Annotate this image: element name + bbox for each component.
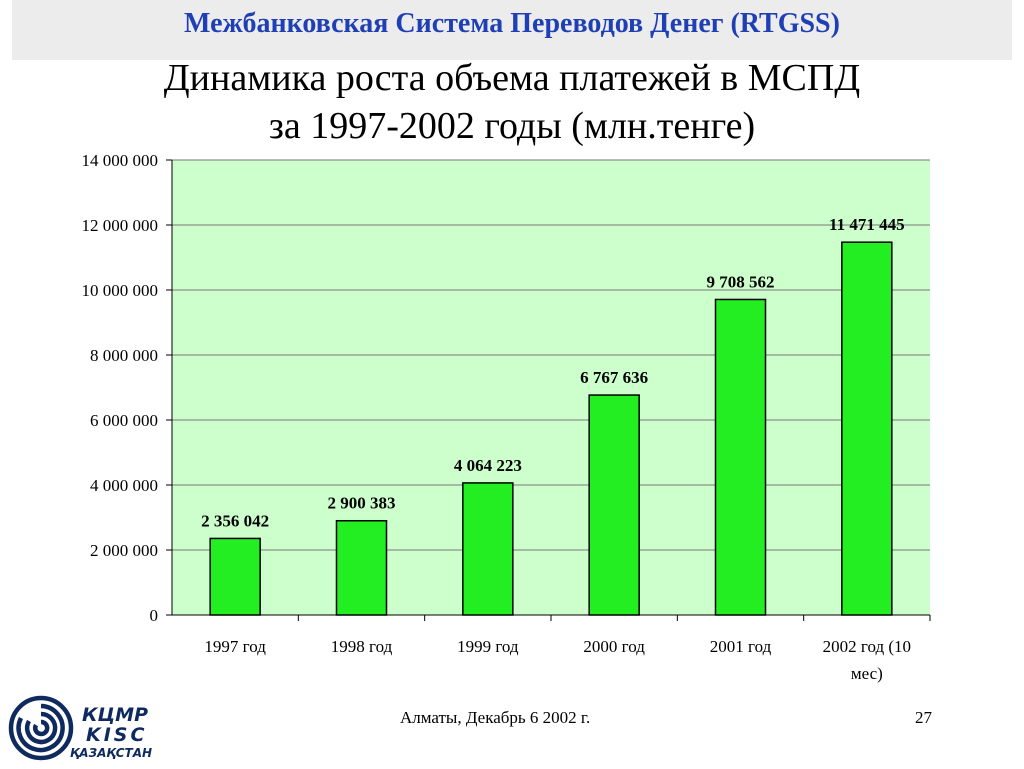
- bar-data-label: 4 064 223: [454, 456, 522, 475]
- y-tick-label: 14 000 000: [82, 151, 159, 170]
- x-tick-label: 2000 год: [583, 637, 645, 656]
- bar: [335, 519, 388, 616]
- spiral-logo-icon: [8, 695, 74, 761]
- y-tick-label: 12 000 000: [82, 216, 159, 235]
- bar: [462, 482, 514, 616]
- logo-text-kazakhstan: ҚАЗАҚСТАН: [70, 746, 153, 760]
- logo-text-kisc: KISC: [86, 724, 148, 746]
- x-tick-label: 2002 год (10: [823, 637, 911, 656]
- slide-title: Динамика роста объема платежей в МСПД за…: [0, 54, 1024, 150]
- plot-area: [172, 160, 930, 615]
- y-tick-label: 0: [150, 606, 159, 625]
- slide-title-line1: Динамика роста объема платежей в МСПД: [163, 57, 861, 99]
- y-tick-label: 6 000 000: [90, 411, 158, 430]
- bar-data-label: 11 471 445: [829, 215, 905, 234]
- x-tick-label: 2001 год: [710, 637, 772, 656]
- bar: [841, 241, 893, 616]
- slide-title-line2: за 1997-2002 годы (млн.тенге): [268, 105, 756, 147]
- x-tick-label: мес): [851, 664, 883, 683]
- y-tick-label: 2 000 000: [90, 541, 158, 560]
- bar-chart: 0 2 000 000 4 000 000 6 000 000 8 000 000 10 …: [82, 151, 931, 683]
- bar-data-label: 2 900 383: [328, 494, 396, 513]
- x-tick-label: 1997 год: [204, 637, 266, 656]
- bar-data-label: 6 767 636: [580, 368, 648, 387]
- bar: [714, 298, 767, 616]
- x-tick-label: 1998 год: [331, 637, 393, 656]
- header-title: Межбанковская Система Переводов Денег (R…: [184, 8, 840, 39]
- bar-data-label: 2 356 042: [201, 511, 269, 530]
- header-band: [12, 0, 1012, 60]
- bar: [209, 537, 261, 616]
- y-tick-label: 10 000 000: [82, 281, 159, 300]
- footer-location-date: Алматы, Декабрь 6 2002 г.: [400, 708, 591, 727]
- x-tick-label: 1999 год: [457, 637, 519, 656]
- page-number: 27: [915, 708, 932, 727]
- logo-text-kcmr: КЦМР: [82, 704, 148, 726]
- bar: [588, 394, 640, 616]
- y-tick-label: 8 000 000: [90, 346, 158, 365]
- kisc-logo: КЦМР KISC ҚАЗАҚСТАН: [6, 690, 166, 764]
- y-tick-label: 4 000 000: [90, 476, 158, 495]
- bar-data-label: 9 708 562: [707, 272, 775, 291]
